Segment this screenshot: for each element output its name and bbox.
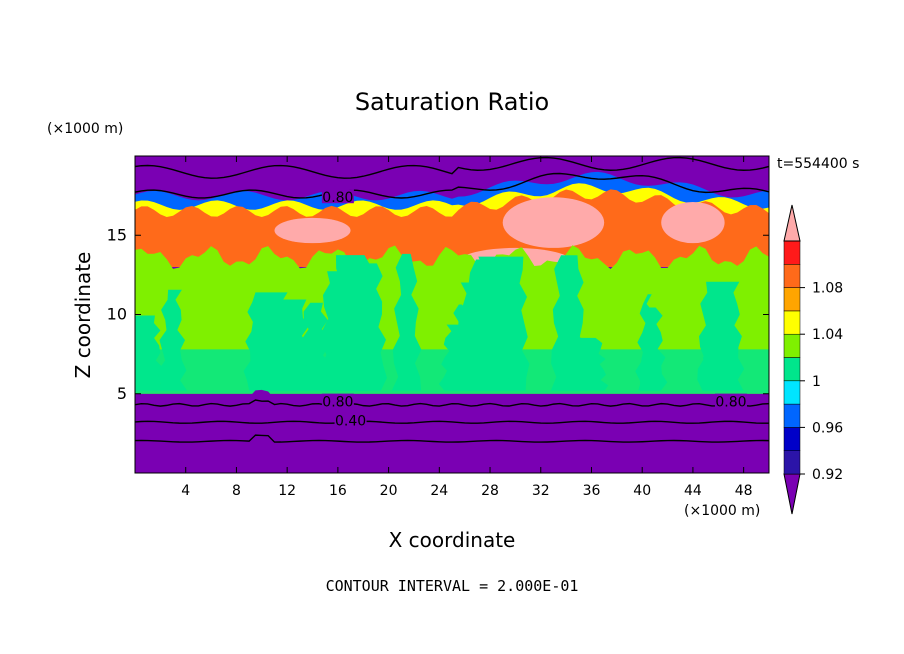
colorbar-segment (783, 427, 801, 451)
colorbar-segment (783, 450, 801, 475)
contour-line-0.40 (135, 420, 769, 424)
colorbar-segment (783, 380, 801, 405)
colorbar-segment (783, 264, 801, 288)
contour-label-bg (321, 189, 354, 204)
y-tick-label: 10 (107, 305, 127, 324)
contour-label-bg (321, 393, 354, 408)
contour-label: 0.40 (335, 414, 366, 430)
x-tick-label: 48 (735, 483, 753, 499)
colorbar-segment (783, 240, 801, 265)
colorbar-segment (783, 403, 801, 428)
y-tick-label: 15 (107, 225, 127, 244)
x-tick-label: 32 (532, 483, 550, 499)
x-axis-unit: (×1000 m) (684, 503, 761, 519)
x-axis-label: X coordinate (388, 528, 516, 552)
x-tick-label: 20 (380, 483, 398, 499)
contour-label-bg (334, 412, 367, 427)
supersaturated-patch (661, 201, 725, 244)
colorbar-min-arrow (783, 473, 801, 515)
x-tick-label: 4 (181, 483, 190, 499)
contour-label: 0.80 (322, 190, 353, 206)
x-tick-label: 12 (278, 483, 296, 499)
colorbar-tick-label: 1.04 (812, 327, 843, 343)
contour-interval-note: CONTOUR INTERVAL = 2.000E-01 (325, 577, 579, 595)
x-tick-label: 8 (232, 483, 241, 499)
contour-label: 0.80 (715, 395, 746, 411)
x-tick-label: 16 (329, 483, 347, 499)
x-tick-label: 28 (481, 483, 499, 499)
plot-area: 0.80 0.80 0.40 0.80 (135, 156, 769, 473)
x-tick-label: 24 (430, 483, 448, 499)
y-tick-label: 5 (117, 384, 127, 403)
colorbar-segment (783, 333, 801, 358)
cloud-layer-core (135, 189, 769, 267)
contour-line-0.80-lower (135, 399, 769, 407)
mixed-layer-base (135, 349, 769, 394)
colorbar-tick-label: 1.08 (812, 281, 843, 297)
chart-title: Saturation Ratio (354, 88, 550, 116)
x-tick-label: 40 (633, 483, 651, 499)
colorbar-tick-label: 0.92 (812, 467, 843, 483)
x-tick-label: 44 (684, 483, 702, 499)
contour-line-upper-dry (135, 156, 769, 179)
time-label: t=554400 s (777, 156, 860, 172)
colorbar-tick-label: 0.96 (812, 420, 843, 436)
contour-line-0.80-upper (135, 172, 769, 199)
supersaturated-patch (274, 217, 351, 244)
contour-label: 0.80 (322, 395, 353, 411)
y-axis-unit: (×1000 m) (47, 121, 124, 137)
lower-dry-layer (135, 389, 769, 473)
contour-line-lowest (135, 434, 769, 443)
colorbar-segment (783, 310, 801, 335)
x-tick-label: 36 (583, 483, 601, 499)
colorbar-tick-label: 1 (812, 374, 821, 390)
colorbar-segment (783, 357, 801, 382)
colorbar-segment (783, 287, 801, 312)
contour-label-bg (714, 393, 747, 408)
supersaturated-patch (502, 197, 605, 248)
colorbar-max-arrow (783, 204, 801, 242)
